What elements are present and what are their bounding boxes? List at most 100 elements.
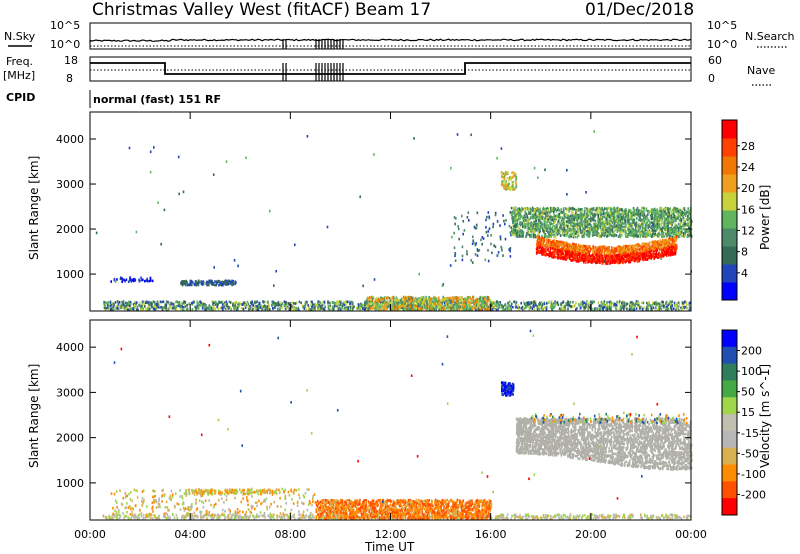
range-gate-cell (653, 220, 656, 223)
range-gate-cell (454, 307, 457, 310)
range-gate-cell (657, 212, 659, 216)
range-gate-cell (575, 222, 578, 226)
range-gate-cell (486, 306, 489, 309)
range-gate-cell (472, 235, 474, 239)
range-gate-cell (660, 227, 662, 231)
range-gate-cell (469, 308, 471, 312)
range-gate-cell (594, 228, 597, 231)
range-gate-cell (673, 235, 675, 238)
range-gate-cell (145, 279, 148, 282)
range-gate-cell (611, 211, 613, 215)
range-gate-cell (529, 222, 532, 226)
range-gate-cell (375, 307, 377, 311)
range-gate-cell (466, 305, 469, 309)
range-gate-cell (675, 234, 678, 237)
range-gate-cell (469, 297, 472, 301)
range-gate-cell (238, 303, 241, 307)
range-gate-cell (525, 232, 528, 235)
range-gate-cell (538, 307, 540, 311)
range-gate-cell (292, 307, 295, 311)
range-gate-cell (202, 281, 205, 285)
range-gate-cell (597, 209, 600, 213)
range-gate-cell (579, 302, 582, 306)
range-gate-cell (620, 213, 622, 216)
range-gate-cell (548, 300, 550, 304)
range-gate-cell (583, 213, 586, 216)
range-gate-cell (515, 210, 518, 214)
range-gate-cell (155, 307, 158, 311)
range-gate-cell (115, 307, 118, 310)
range-gate-cell (429, 297, 432, 301)
range-gate-cell (688, 302, 691, 305)
range-gate-cell (672, 231, 674, 235)
range-gate-cell (604, 231, 607, 235)
range-gate-cell (308, 307, 311, 311)
range-gate-cell (432, 302, 434, 306)
range-gate-cell (111, 301, 113, 305)
range-gate-cell (458, 237, 460, 241)
range-gate-cell (490, 234, 492, 237)
range-gate-cell (537, 215, 540, 219)
range-gate-cell (612, 213, 615, 217)
range-gate-cell (530, 301, 533, 304)
range-gate-cell (659, 209, 661, 212)
range-gate-cell (515, 182, 517, 185)
range-gate-cell (639, 235, 641, 238)
range-gate-cell (415, 300, 418, 303)
range-gate-cell (586, 304, 589, 307)
range-gate-cell (281, 306, 283, 309)
range-gate-cell (619, 226, 622, 229)
range-gate-cell (570, 233, 572, 236)
range-gate-cell (604, 207, 606, 211)
range-gate-cell (559, 216, 561, 220)
range-gate-cell (686, 303, 688, 306)
range-gate-cell (551, 209, 554, 213)
range-gate-cell (453, 246, 456, 250)
range-gate-cell (482, 307, 485, 310)
range-gate-cell (675, 227, 678, 231)
range-gate-cell (374, 306, 377, 309)
range-gate-cell (149, 276, 152, 280)
range-gate-cell (202, 280, 205, 283)
range-gate-cell (455, 304, 457, 307)
range-gate-cell (513, 208, 516, 212)
range-gate-cell (547, 235, 549, 238)
range-gate-cell (327, 300, 329, 303)
range-gate-cell (657, 210, 659, 213)
range-gate-cell (411, 298, 414, 302)
range-gate-cell (504, 303, 507, 306)
range-gate-cell (122, 302, 125, 306)
range-gate-cell (606, 220, 608, 223)
range-gate-cell (197, 279, 200, 283)
range-gate-cell (638, 215, 640, 218)
range-gate-cell (414, 299, 417, 303)
range-gate-cell (623, 301, 626, 305)
range-gate-cell (461, 304, 463, 308)
range-gate-cell (387, 302, 389, 305)
range-gate-cell (653, 208, 655, 212)
range-gate-cell (510, 178, 512, 181)
range-gate-cell (449, 296, 451, 300)
range-gate-cell (518, 207, 521, 210)
range-gate-cell (620, 232, 622, 235)
range-gate-cell (641, 307, 644, 311)
range-gate-cell (654, 308, 657, 311)
range-gate-cell (598, 308, 601, 311)
range-gate-cell (449, 298, 451, 302)
range-gate-cell (541, 234, 543, 238)
range-gate-cell (379, 300, 381, 304)
range-gate-cell (277, 307, 279, 311)
range-gate-cell (141, 306, 144, 309)
range-gate-cell (485, 218, 487, 222)
range-gate-cell (559, 303, 562, 307)
range-gate-cell (455, 306, 458, 310)
range-gate-cell (688, 304, 691, 308)
range-gate-cell (555, 224, 558, 227)
range-gate-cell (668, 228, 671, 231)
range-gate-cell (561, 220, 564, 223)
range-gate-cell (369, 307, 372, 310)
range-gate-cell (186, 303, 188, 307)
range-gate-cell (186, 307, 189, 311)
range-gate-cell (547, 209, 550, 213)
range-gate-cell (146, 277, 148, 281)
